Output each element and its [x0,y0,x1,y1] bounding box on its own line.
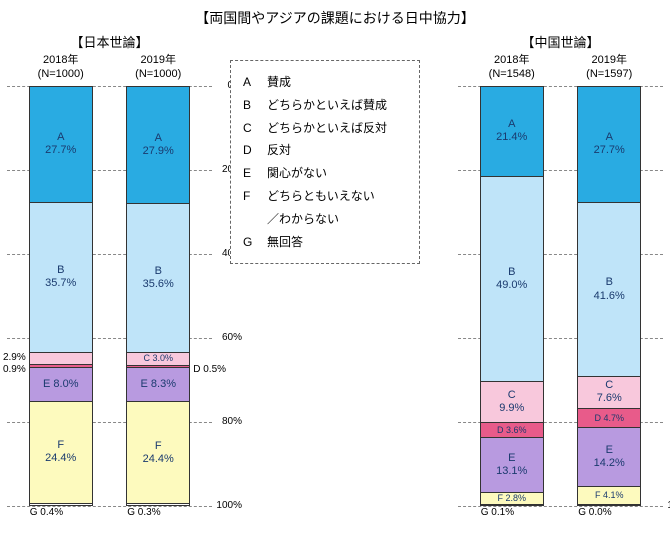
segment-label-out: D 0.9% [0,364,26,375]
col-header-jp-2019: 2019年 (N=1000) [135,53,181,82]
segment-F: F 24.4% [127,401,189,503]
legend-row: E 関心がない [243,162,407,185]
segment-A: A 27.9% [127,87,189,204]
segment-F: F 4.1% [578,486,640,503]
legend-key: A [243,71,257,94]
col-header-cn-2019: 2019年 (N=1597) [586,53,632,82]
bar-cn-2019: A 27.7%B 41.6%C 7.6%D 4.7%E 14.2%F 4.1%G… [577,86,641,506]
bar-cn-2018: A 21.4%B 49.0%C 9.9%D 3.6%E 13.1%F 2.8%G… [480,86,544,506]
segment-D: D 3.6% [481,422,543,437]
segment-B: B 49.0% [481,176,543,381]
n-label: (N=1000) [135,67,181,81]
legend-text: 無回答 [267,231,303,254]
segment-F: F 24.4% [30,401,92,503]
legend-text: どちらかといえば賛成 [267,94,387,117]
segment-C: C 7.6% [578,376,640,408]
col-header-jp-2018: 2018年 (N=1000) [38,53,84,82]
chart-area-japan: 0%20%40%60%80%100% A 27.7%B 35.7%C 2.9%D… [12,86,207,506]
legend-row: G 無回答 [243,231,407,254]
n-label: (N=1548) [489,67,535,81]
year-label: 2018年 [489,53,535,67]
col-header-cn-2018: 2018年 (N=1548) [489,53,535,82]
segment-B: B 41.6% [578,202,640,376]
legend-row: F どちらともいえない [243,185,407,208]
axis-tick: 100% [216,500,242,511]
n-label: (N=1597) [586,67,632,81]
n-label: (N=1000) [38,67,84,81]
segment-label-out: G 0.1% [481,507,514,518]
year-label: 2018年 [38,53,84,67]
legend-key: G [243,231,257,254]
segment-E: E 8.0% [30,367,92,400]
legend-key: D [243,139,257,162]
segment-A: A 21.4% [481,87,543,176]
legend-key: B [243,94,257,117]
legend-key: E [243,162,257,185]
segment-E: E 8.3% [127,367,189,402]
year-label: 2019年 [586,53,632,67]
segment-G [481,504,543,505]
segment-C: C 3.0% [127,352,189,365]
segment-G [127,503,189,504]
legend-key [243,208,257,231]
segment-G [30,503,92,505]
panel-japan: 【日本世論】 2018年 (N=1000) 2019年 (N=1000) 0%2… [12,32,207,506]
segment-C [30,352,92,364]
segment-label-out: G 0.4% [30,507,63,518]
legend-key: C [243,117,257,140]
segment-D: D 4.7% [578,408,640,428]
bar-jp-2019: A 27.9%B 35.6%C 3.0%D 0.5%E 8.3%F 24.4%G… [126,86,190,506]
panel-title-japan: 【日本世論】 [12,32,207,51]
panel-title-china: 【中国世論】 [463,32,658,51]
segment-E: E 13.1% [481,437,543,492]
axis-tick: 80% [222,416,242,427]
legend-key: F [243,185,257,208]
bar-jp-2018: A 27.7%B 35.7%C 2.9%D 0.9%E 8.0%F 24.4%G… [29,86,93,506]
segment-B: B 35.6% [127,203,189,352]
legend-text: 賛成 [267,71,291,94]
legend-row: C どちらかといえば反対 [243,117,407,140]
year-label: 2019年 [135,53,181,67]
axis-tick: 60% [222,332,242,343]
legend-text: どちらともいえない [267,185,375,208]
chart-title: 【両国間やアジアの課題における日中協力】 [0,0,670,32]
legend-text: 反対 [267,139,291,162]
segment-label-out: G 0.0% [578,507,611,518]
segment-label-out: C 2.9% [0,352,26,363]
legend-text: どちらかといえば反対 [267,117,387,140]
segment-A: A 27.7% [578,87,640,203]
segment-E: E 14.2% [578,427,640,486]
chart-area-china: 0%20%40%60%80%100% A 21.4%B 49.0%C 9.9%D… [463,86,658,506]
legend-row: A 賛成 [243,71,407,94]
segment-G [578,504,640,505]
segment-label-out: D 0.5% [193,364,226,375]
legend-row: B どちらかといえば賛成 [243,94,407,117]
segment-F: F 2.8% [481,492,543,504]
segment-B: B 35.7% [30,202,92,351]
legend-row: ／わからない [243,208,407,231]
legend-text: 関心がない [267,162,327,185]
segment-C: C 9.9% [481,381,543,422]
panel-china: 【中国世論】 2018年 (N=1548) 2019年 (N=1597) 0%2… [463,32,658,506]
legend-text: ／わからない [267,208,339,231]
segment-A: A 27.7% [30,87,92,203]
legend-box: A 賛成 B どちらかといえば賛成 C どちらかといえば反対 D 反対 E 関心がない F どちらとも… [230,60,420,264]
segment-label-out: G 0.3% [127,507,160,518]
legend-row: D 反対 [243,139,407,162]
